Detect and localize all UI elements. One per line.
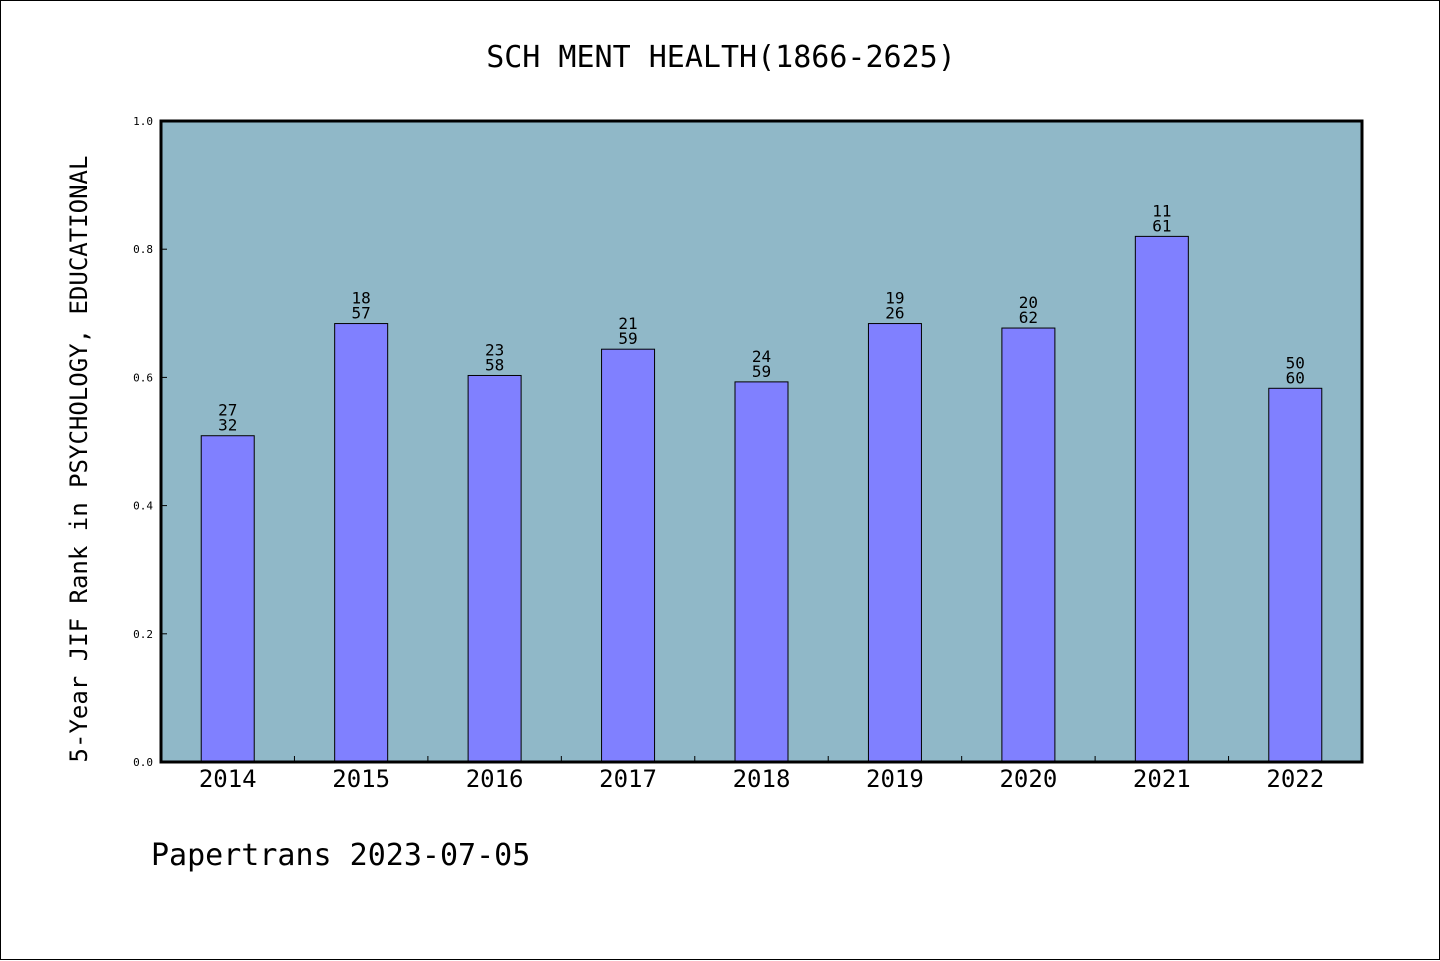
y-tick-label-0.0: 0.0 xyxy=(133,756,153,769)
bar-2021 xyxy=(1134,235,1189,763)
y-tick-label-1.0: 1.0 xyxy=(133,115,153,128)
x-tick-label-2016: 2016 xyxy=(466,765,524,793)
bar-label-rank-2014: 27 xyxy=(218,401,237,420)
x-tick-label-2014: 2014 xyxy=(199,765,257,793)
bar-label-rank-2019: 19 xyxy=(885,289,904,308)
bar-2016 xyxy=(467,374,522,763)
x-tick-label-2015: 2015 xyxy=(332,765,390,793)
x-tick-label-2020: 2020 xyxy=(999,765,1057,793)
y-tick-label-0.4: 0.4 xyxy=(133,500,153,513)
x-tick-label-2019: 2019 xyxy=(866,765,924,793)
bar-2014 xyxy=(200,435,255,763)
bar-label-rank-2015: 18 xyxy=(352,289,371,308)
bar-2019 xyxy=(867,323,922,763)
x-tick-label-2022: 2022 xyxy=(1266,765,1324,793)
bar-2020 xyxy=(1001,327,1056,763)
chart-title: SCH MENT HEALTH(1866-2625) xyxy=(486,40,956,75)
bar-label-total-2015: 57 xyxy=(352,304,371,323)
y-tick-label-0.6: 0.6 xyxy=(133,371,153,384)
bar-2018 xyxy=(734,381,789,763)
bar-label-total-2021: 61 xyxy=(1152,216,1171,235)
bar-label-rank-2022: 50 xyxy=(1286,353,1305,372)
bar-2017 xyxy=(601,348,656,763)
bar-label-total-2014: 32 xyxy=(218,416,237,435)
bar-2022 xyxy=(1268,387,1323,763)
y-tick-label-0.2: 0.2 xyxy=(133,628,153,641)
bar-label-rank-2017: 21 xyxy=(618,314,637,333)
y-tick-label-0.8: 0.8 xyxy=(133,243,153,256)
bar-label-total-2019: 26 xyxy=(885,304,904,323)
bar-label-total-2016: 58 xyxy=(485,355,504,374)
bars-group xyxy=(200,235,1323,763)
x-tick-label-2018: 2018 xyxy=(733,765,791,793)
footer-credit: Papertrans 2023-07-05 xyxy=(151,838,530,873)
y-axis-label: 5-Year JIF Rank in PSYCHOLOGY, EDUCATION… xyxy=(65,156,93,763)
x-ticks-group: 2014 2015 2016 2017 2018 2019 2020 2021 2022 xyxy=(199,756,1324,793)
bar-2015 xyxy=(334,323,389,763)
bar-label-total-2018: 59 xyxy=(752,362,771,381)
bar-label-total-2022: 60 xyxy=(1286,368,1305,387)
bar-label-rank-2020: 20 xyxy=(1019,293,1038,312)
y-ticks-group: 0.0 0.2 0.4 0.6 0.8 1.0 xyxy=(133,115,167,769)
plot-border xyxy=(159,119,1364,764)
x-tick-label-2017: 2017 xyxy=(599,765,657,793)
bar-label-rank-2016: 23 xyxy=(485,340,504,359)
bar-label-rank-2018: 24 xyxy=(752,347,771,366)
bar-label-rank-2021: 11 xyxy=(1152,201,1171,220)
x-tick-label-2021: 2021 xyxy=(1133,765,1191,793)
bar-label-total-2020: 62 xyxy=(1019,308,1038,327)
bar-label-total-2017: 59 xyxy=(618,329,637,348)
